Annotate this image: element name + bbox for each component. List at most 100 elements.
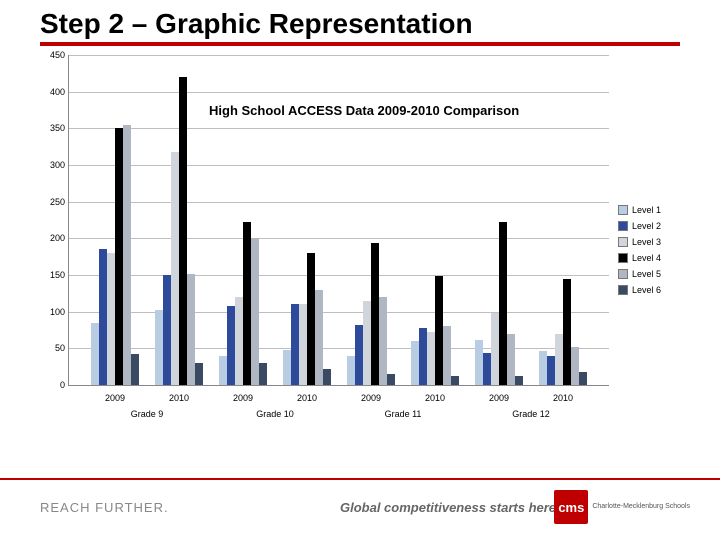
x-year-label: 2010 — [425, 393, 445, 403]
bar — [259, 363, 267, 385]
grid-line — [69, 348, 609, 349]
y-tick-label: 400 — [41, 87, 65, 97]
bar — [171, 152, 179, 385]
logo-badge: cms — [554, 490, 588, 524]
chart-legend: Level 1 Level 2 Level 3 Level 4 Level 5 Level… — [618, 205, 661, 301]
x-year-label: 2009 — [105, 393, 125, 403]
legend-swatch — [618, 253, 628, 263]
legend-swatch — [618, 205, 628, 215]
bar — [547, 356, 555, 385]
x-grade-label: Grade 9 — [131, 409, 164, 419]
y-tick-label: 100 — [41, 307, 65, 317]
bar — [491, 313, 499, 385]
y-tick-label: 350 — [41, 123, 65, 133]
grid-line — [69, 128, 609, 129]
bar — [515, 376, 523, 385]
x-grade-label: Grade 10 — [256, 409, 294, 419]
bar — [483, 353, 491, 385]
chart-title: High School ACCESS Data 2009-2010 Compar… — [209, 103, 519, 118]
legend-swatch — [618, 285, 628, 295]
bar — [347, 356, 355, 385]
legend-item: Level 6 — [618, 285, 661, 295]
bar — [443, 326, 451, 385]
bar — [115, 128, 123, 385]
x-year-label: 2010 — [297, 393, 317, 403]
legend-label: Level 2 — [632, 221, 661, 231]
legend-label: Level 3 — [632, 237, 661, 247]
bar — [219, 356, 227, 385]
x-year-label: 2009 — [233, 393, 253, 403]
legend-swatch — [618, 221, 628, 231]
legend-label: Level 1 — [632, 205, 661, 215]
legend-item: Level 2 — [618, 221, 661, 231]
legend-label: Level 6 — [632, 285, 661, 295]
legend-label: Level 4 — [632, 253, 661, 263]
bar — [123, 125, 131, 385]
grid-line — [69, 312, 609, 313]
x-grade-label: Grade 11 — [385, 409, 422, 419]
bar — [179, 77, 187, 385]
x-year-label: 2010 — [553, 393, 573, 403]
y-tick-label: 0 — [41, 380, 65, 390]
x-year-label: 2010 — [169, 393, 189, 403]
bar — [371, 243, 379, 385]
bar — [163, 275, 171, 385]
footer-logo: cms Charlotte-Mecklenburg Schools — [554, 490, 690, 524]
bar — [435, 276, 443, 385]
bar — [99, 249, 107, 385]
y-tick-label: 200 — [41, 233, 65, 243]
bar — [323, 369, 331, 385]
grid-line — [69, 202, 609, 203]
bar — [475, 340, 483, 385]
grid-line — [69, 165, 609, 166]
bar — [355, 325, 363, 385]
y-tick-label: 150 — [41, 270, 65, 280]
logo-text: Charlotte-Mecklenburg Schools — [592, 503, 690, 511]
bar — [251, 238, 259, 385]
bar — [379, 297, 387, 385]
grid-line — [69, 275, 609, 276]
x-grade-label: Grade 12 — [512, 409, 550, 419]
bar — [507, 334, 515, 385]
bar — [299, 304, 307, 385]
bar — [419, 328, 427, 385]
bar — [195, 363, 203, 385]
bar — [227, 306, 235, 385]
bar — [291, 304, 299, 385]
footer-tagline-left: REACH FURTHER. — [40, 500, 169, 515]
legend-swatch — [618, 269, 628, 279]
chart-plot: High School ACCESS Data 2009-2010 Compar… — [68, 55, 609, 386]
bar — [131, 354, 139, 385]
y-tick-label: 300 — [41, 160, 65, 170]
bar — [155, 310, 163, 385]
y-tick-label: 50 — [41, 343, 65, 353]
grid-line — [69, 55, 609, 56]
grid-line — [69, 238, 609, 239]
legend-label: Level 5 — [632, 269, 661, 279]
legend-item: Level 4 — [618, 253, 661, 263]
bar — [427, 332, 435, 385]
bar — [307, 253, 315, 385]
bar — [283, 350, 291, 385]
y-tick-label: 450 — [41, 50, 65, 60]
bar — [579, 372, 587, 385]
bar — [555, 334, 563, 385]
bar — [563, 279, 571, 385]
bar — [363, 301, 371, 385]
bar — [571, 347, 579, 385]
bar — [107, 253, 115, 385]
footer: REACH FURTHER. Global competitiveness st… — [0, 478, 720, 540]
bar — [387, 374, 395, 385]
grid-line — [69, 92, 609, 93]
page-title: Step 2 – Graphic Representation — [40, 8, 680, 40]
bar — [315, 290, 323, 385]
bar — [243, 222, 251, 385]
bar — [451, 376, 459, 385]
chart-container: High School ACCESS Data 2009-2010 Compar… — [40, 55, 680, 445]
bar — [235, 297, 243, 385]
legend-item: Level 3 — [618, 237, 661, 247]
x-year-label: 2009 — [361, 393, 381, 403]
title-underline — [40, 42, 680, 46]
bar — [499, 222, 507, 385]
legend-item: Level 5 — [618, 269, 661, 279]
